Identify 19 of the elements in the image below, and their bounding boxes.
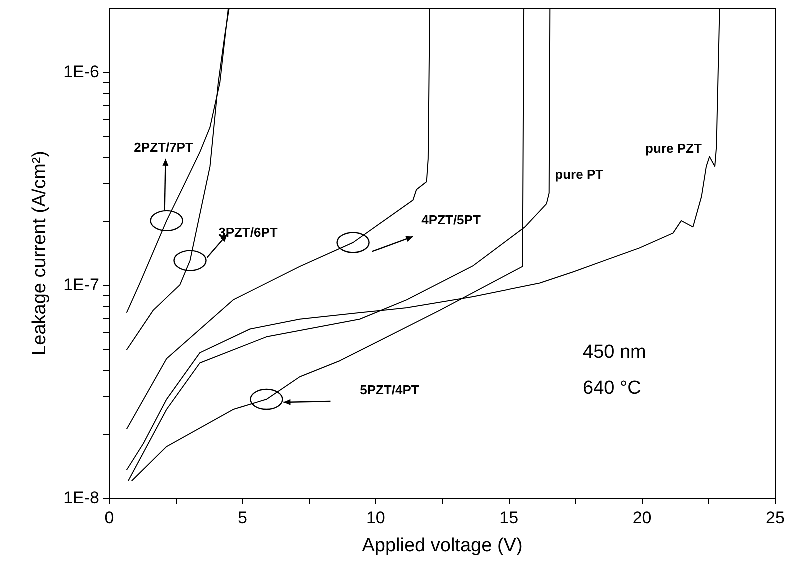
y-tick-label: 1E-8 bbox=[64, 488, 100, 508]
text: 5PZT/4PT bbox=[360, 382, 420, 398]
series-label: pure PZT bbox=[646, 140, 702, 156]
x-axis-title: Applied voltage (V) bbox=[362, 536, 523, 556]
series-label: 3PZT/6PT bbox=[218, 224, 278, 240]
series-label: 2PZT/7PT bbox=[134, 140, 194, 155]
x-tick-label: 20 bbox=[632, 508, 652, 528]
x-tick-label: 0 bbox=[104, 508, 114, 528]
series-label: 4PZT/5PT bbox=[422, 212, 481, 228]
y-tick-label: 1E-7 bbox=[64, 276, 100, 295]
x-tick-label: 15 bbox=[500, 508, 519, 528]
x-tick-label: 5 bbox=[238, 508, 248, 528]
annotation: 450 nm bbox=[583, 342, 646, 363]
annotation: 640 °C bbox=[583, 378, 642, 399]
x-tick-label: 10 bbox=[366, 508, 386, 528]
x-tick-label: 25 bbox=[766, 508, 785, 528]
series-label: pure PT bbox=[555, 167, 604, 182]
y-tick-label: 1E-6 bbox=[64, 62, 100, 82]
y-axis-title: Leakage current (A/cm²) bbox=[30, 151, 51, 356]
